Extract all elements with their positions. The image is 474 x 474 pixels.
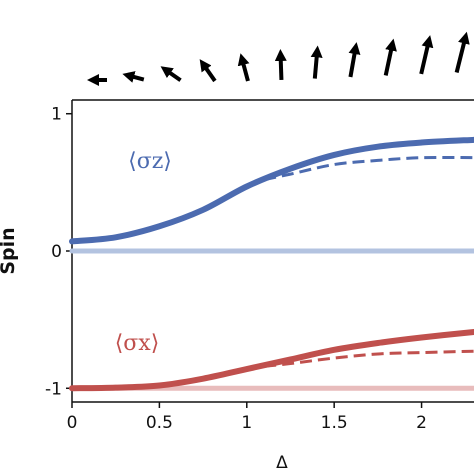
spin-arrow: [274, 49, 287, 81]
spin-arrows: [87, 31, 470, 86]
spin-arrow: [383, 38, 397, 76]
y-tick-label: -1: [45, 379, 62, 399]
series-line: [263, 155, 474, 182]
series-line: [69, 136, 474, 245]
spin-arrow: [348, 42, 361, 78]
series-line: [69, 328, 474, 392]
x-tick-label: 1: [241, 413, 252, 433]
spin-arrow: [454, 31, 470, 73]
x-tick-label: 2: [416, 413, 427, 433]
spin-arrow: [310, 45, 323, 79]
spin-arrow: [237, 53, 250, 82]
x-tick-label: 1.5: [321, 413, 348, 433]
spin-arrow: [122, 71, 145, 83]
x-tick-label: 0: [67, 413, 78, 433]
y-axis-label: Spin: [0, 227, 19, 274]
spin-arrow: [160, 66, 182, 82]
x-tick-label: 0.5: [146, 413, 173, 433]
y-tick-label: 0: [51, 242, 62, 262]
spin-arrow: [199, 59, 217, 83]
x-axis-label: Δ: [276, 453, 288, 473]
annotation: ⟨σz⟩: [128, 149, 172, 174]
y-tick-label: 1: [51, 105, 62, 125]
annotation: ⟨σx⟩: [115, 331, 160, 356]
spin-arrow: [419, 35, 434, 75]
series-line: [264, 349, 474, 368]
